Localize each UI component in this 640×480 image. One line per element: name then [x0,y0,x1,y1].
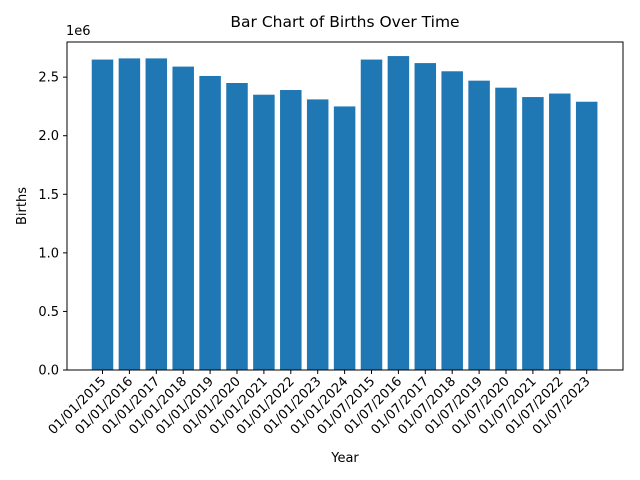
plot-frame [66,41,624,371]
bar-18 [575,101,598,371]
chart-title: Bar Chart of Births Over Time [230,13,459,31]
bar-9 [333,106,356,371]
bar-1 [118,58,141,371]
bar-15 [495,87,517,370]
bar-13 [441,71,463,370]
bar-4 [199,75,221,370]
y-axis-offset-label: 1e6 [66,24,91,39]
bar-16 [522,97,544,370]
bars-group [91,56,598,371]
bar-3 [172,66,194,370]
x-axis-label: Year [330,451,359,466]
bar-5 [226,83,248,370]
bar-14 [468,80,490,370]
y-tick-label-1: 0.5 [38,305,59,320]
bar-17 [549,93,571,370]
y-axis-ticks: 0.0 0.5 1.0 1.5 2.0 2.5 [38,71,67,379]
bar-11 [387,56,410,371]
y-tick-label-3: 1.5 [38,188,59,203]
bar-7 [280,90,302,370]
y-tick-label-0: 0.0 [38,364,59,379]
y-tick-label-4: 2.0 [38,129,59,144]
bar-6 [253,94,275,371]
y-axis-label: Births [15,187,30,225]
x-axis-ticks: 01/01/201501/01/201601/01/201701/01/2018… [46,370,594,438]
bar-8 [306,99,329,371]
y-tick-label-5: 2.5 [38,71,59,86]
bar-0 [91,59,114,370]
bar-12 [414,63,437,371]
y-tick-label-2: 1.0 [38,246,59,261]
bar-10 [360,59,383,370]
bar-2 [145,58,168,371]
